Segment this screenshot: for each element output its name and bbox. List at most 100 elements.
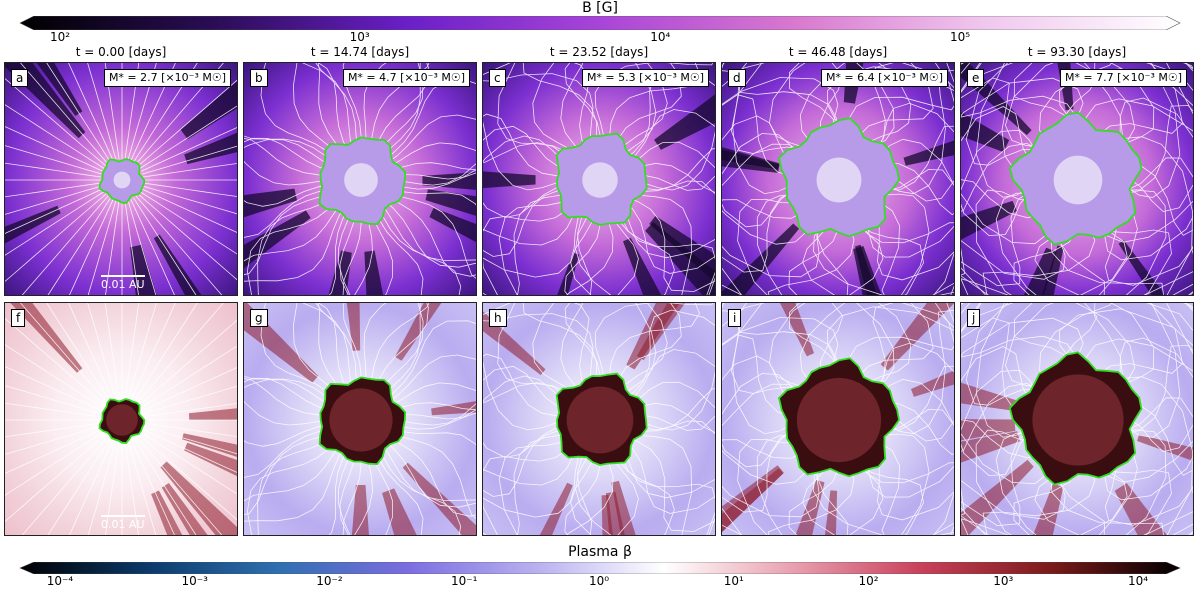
stellar-mass-label: M* = 5.3 [×10⁻³ M☉]: [581, 69, 709, 87]
stellar-mass-label: M* = 6.4 [×10⁻³ M☉]: [820, 69, 948, 87]
top-colorbar-tick-label: 10³: [349, 30, 370, 44]
top-colorbar-tick-label: 10²: [49, 30, 71, 44]
field-spoke: [961, 459, 1034, 535]
core-interior: [1032, 374, 1124, 466]
time-label: t = 14.74 [days]: [310, 45, 410, 59]
panel-label: f: [11, 309, 26, 327]
scale-label: 0.01 AU: [101, 518, 145, 531]
bottom-colorbar-ticks: 10⁻⁴ 10⁻³ 10⁻² 10⁻¹ 10⁰ 10¹ 10² 10³ 10⁴: [0, 574, 1200, 590]
time-label: t = 93.30 [days]: [1027, 45, 1127, 59]
core-interior: [1053, 155, 1103, 205]
field-spoke: [961, 200, 1017, 240]
scale-bar: [101, 515, 145, 517]
core-interior: [566, 386, 634, 454]
field-spoke: [244, 188, 298, 218]
plasma-beta-panel: h: [482, 302, 716, 536]
field-spoke: [623, 237, 662, 295]
field-spoke: [351, 484, 369, 535]
field-spoke: [10, 303, 83, 373]
column-titles: t = 0.00 [days] t = 14.74 [days] t = 23.52…: [0, 45, 1200, 61]
field-spoke: [654, 94, 715, 146]
field-spoke: [903, 140, 954, 166]
time-label: t = 46.48 [days]: [788, 45, 888, 59]
field-spoke: [645, 222, 715, 295]
bottom-colorbar-tick-label: 10⁻³: [181, 574, 208, 588]
stellar-mass-label: M* = 7.7 [×10⁻³ M☉]: [1059, 69, 1187, 87]
top-colorbar-gradient: [19, 16, 1181, 30]
panel-label: b: [250, 69, 268, 87]
field-spoke: [636, 303, 686, 361]
bottom-colorbar-tick-label: 10⁴: [1127, 574, 1149, 588]
scale-label: 0.01 AU: [101, 278, 145, 291]
stellar-mass-label: M* = 2.7 [×10⁻³ M☉]: [103, 69, 231, 87]
core-interior: [329, 388, 393, 452]
bottom-colorbar: [19, 562, 1181, 574]
panel-label: i: [728, 309, 742, 327]
streamlines: [5, 303, 237, 535]
core-interior: [344, 163, 378, 197]
top-colorbar-tick-label: 10⁵: [949, 30, 971, 44]
magnetic-field-panel: d M* = 6.4 [×10⁻³ M☉]: [721, 62, 955, 296]
time-label: t = 23.52 [days]: [549, 45, 649, 59]
bottom-colorbar-tick-label: 10⁻⁴: [46, 574, 74, 588]
field-spoke: [1118, 240, 1166, 295]
bottom-colorbar-tick-label: 10⁰: [588, 574, 610, 588]
panel-label: g: [250, 309, 268, 327]
field-spoke: [539, 482, 573, 535]
core-interior: [106, 404, 138, 436]
field-spoke: [364, 250, 384, 295]
field-spoke: [961, 419, 1016, 441]
bottom-colorbar-tick-label: 10⁻¹: [451, 574, 478, 588]
core-interior: [582, 162, 618, 198]
field-spoke: [657, 109, 715, 150]
field-spoke: [431, 401, 476, 416]
panel-label: j: [967, 309, 981, 327]
field-spoke: [1023, 247, 1057, 295]
field-spoke: [722, 223, 800, 295]
panel-label: a: [11, 69, 29, 87]
field-spoke: [880, 303, 954, 371]
field-spoke: [181, 433, 237, 457]
bottom-colorbar-tick-label: 10²: [858, 574, 879, 588]
panel-grid: a M* = 2.7 [×10⁻³ M☉] 0.01 AU f 0.01 AU b M* =…: [0, 62, 1200, 540]
field-spoke: [5, 205, 61, 244]
field-spoke: [184, 132, 237, 165]
field-spoke: [853, 246, 882, 295]
bottom-colorbar-tick-label: 10³: [993, 574, 1014, 588]
streamlines: [5, 63, 237, 295]
plasma-beta-panel: i: [721, 302, 955, 536]
field-spoke: [402, 462, 476, 535]
field-spoke: [649, 215, 715, 283]
bottom-colorbar-tick-label: 10¹: [723, 574, 744, 588]
plasma-beta-panel: g: [243, 302, 477, 536]
time-label: t = 0.00 [days]: [75, 45, 167, 59]
magnetic-field-panel: b M* = 4.7 [×10⁻³ M☉]: [243, 62, 477, 296]
field-spoke: [422, 172, 476, 190]
top-colorbar-ticks: 10² 10³ 10⁴ 10⁵: [0, 30, 1200, 46]
streamlines: [483, 303, 715, 535]
plasma-beta-panel: j: [960, 302, 1194, 536]
field-spoke: [429, 207, 476, 243]
field-spoke: [180, 81, 237, 140]
panel-label: c: [489, 69, 506, 87]
core-interior: [816, 157, 862, 203]
bottom-colorbar-tick-label: 10⁻²: [316, 574, 343, 588]
plasma-beta-panel: f 0.01 AU: [4, 302, 238, 536]
field-spoke: [795, 479, 825, 535]
core-interior: [796, 377, 882, 463]
field-spoke: [160, 461, 237, 535]
field-spoke: [910, 370, 954, 397]
panel-label: e: [967, 69, 985, 87]
bottom-colorbar-title: Plasma β: [568, 544, 632, 560]
field-spoke: [161, 482, 208, 535]
field-spoke: [153, 234, 202, 295]
field-spoke: [346, 303, 361, 351]
field-spoke: [483, 171, 536, 189]
scale-bar: [101, 275, 145, 277]
magnetic-field-panel: a M* = 2.7 [×10⁻³ M☉] 0.01 AU: [4, 62, 238, 296]
magnetic-field-panel: e M* = 7.7 [×10⁻³ M☉]: [960, 62, 1194, 296]
top-colorbar: [19, 16, 1181, 30]
bottom-colorbar-gradient: [19, 562, 1181, 574]
field-spoke: [824, 490, 838, 535]
stellar-mass-label: M* = 4.7 [×10⁻³ M☉]: [342, 69, 470, 87]
